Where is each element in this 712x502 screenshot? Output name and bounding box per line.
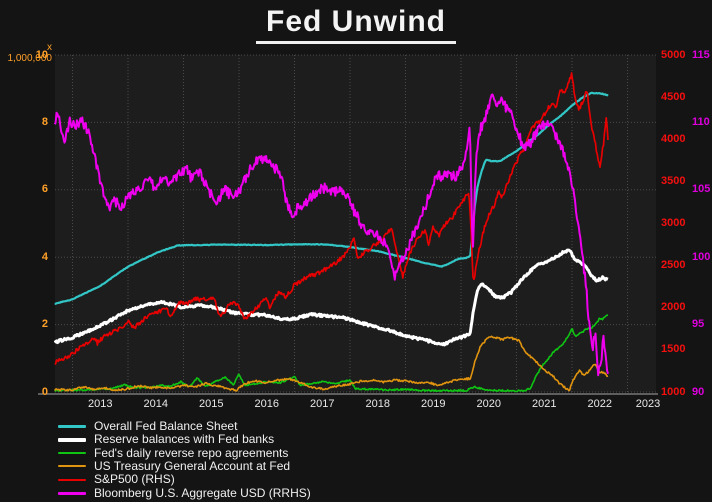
rhs-axis-tick: 3500: [661, 174, 686, 187]
legend-swatch-sp500: [58, 478, 86, 481]
rhs-axis-tick: 5000: [661, 48, 686, 61]
series-tga: [54, 335, 609, 392]
legend-item-fed-balance-sheet[interactable]: Overall Fed Balance Sheet: [58, 420, 237, 433]
legend-swatch-fed-balance-sheet: [58, 425, 86, 428]
series-sp500: [54, 72, 609, 365]
left-axis-tick: 2: [41, 318, 48, 331]
series-us-agg: [54, 93, 609, 377]
chart-title-text: Fed Unwind: [256, 5, 456, 44]
legend-item-sp500[interactable]: S&P500 (RHS): [58, 473, 175, 486]
left-axis-tick: 10: [35, 48, 48, 61]
rhs-axis-tick: 3000: [661, 217, 686, 229]
x-axis-tick: 2018: [365, 398, 390, 410]
x-axis-tick: 2019: [421, 398, 446, 410]
x-axis-tick: 2014: [143, 398, 168, 410]
legend-label-reserve-balances: Reserve balances with Fed banks: [94, 432, 275, 447]
legend-item-tga[interactable]: US Treasury General Account at Fed: [58, 458, 291, 473]
x-axis-tick: 2022: [587, 398, 612, 410]
rhs-axis-tick: 4000: [661, 132, 686, 145]
rhs-axis-tick: 1000: [661, 385, 686, 398]
legend-swatch-reverse-repo: [58, 452, 86, 455]
gridlines: [55, 54, 656, 393]
legend-swatch-reserve-balances: [58, 437, 86, 442]
rhs-axis-tick: 2000: [661, 301, 686, 314]
plot-background: [55, 55, 656, 392]
left-axis-tick: 0: [41, 385, 48, 398]
rrhs-axis-tick: 90: [692, 385, 705, 398]
legend-swatch-tga: [58, 465, 86, 468]
x-axis-tick: 2020: [476, 398, 501, 410]
x-axis-tick: 2021: [532, 398, 557, 410]
legend-label-us-agg: Bloomberg U.S. Aggregate USD (RRHS): [94, 485, 311, 500]
left-axis-tick: 6: [41, 183, 48, 196]
legend-label-sp500: S&P500 (RHS): [94, 472, 175, 487]
rhs-axis-tick: 4500: [661, 90, 686, 103]
legend-label-reverse-repo: Fed's daily reverse repo agreements: [94, 445, 289, 460]
series-lines: [54, 72, 609, 393]
legend-swatch-us-agg: [58, 491, 86, 495]
x-axis-tick: 2023: [635, 398, 661, 410]
rrhs-axis-tick: 95: [692, 318, 705, 331]
rrhs-axis-tick: 100: [692, 250, 711, 263]
legend-item-reverse-repo[interactable]: Fed's daily reverse repo agreements: [58, 445, 289, 460]
rhs-axis-tick: 1500: [661, 343, 686, 356]
x-axis-tick: 2015: [199, 398, 224, 410]
series-reserve-balances: [54, 248, 609, 347]
rrhs-axis-tick: 110: [692, 115, 710, 128]
legend-item-reserve-balances[interactable]: Reserve balances with Fed banks: [58, 433, 274, 446]
left-axis-tick: 4: [41, 250, 48, 263]
x-axis-tick: 2017: [310, 398, 335, 410]
series-fed-balance-sheet: [54, 91, 609, 305]
legend-item-us-agg[interactable]: Bloomberg U.S. Aggregate USD (RRHS): [58, 485, 311, 500]
rhs-axis-tick: 2500: [661, 259, 686, 272]
chart-title: Fed Unwind: [0, 5, 712, 44]
left-axis-scale-note: x 1,000,000: [7, 42, 53, 64]
rrhs-axis-tick: 115: [692, 48, 710, 61]
rrhs-axis-tick: 105: [692, 183, 711, 196]
x-axis-tick: 2013: [88, 398, 113, 410]
legend-label-fed-balance-sheet: Overall Fed Balance Sheet: [94, 419, 238, 433]
x-axis-tick: 2016: [254, 398, 279, 410]
legend-label-tga: US Treasury General Account at Fed: [94, 458, 291, 473]
left-axis-tick: 8: [41, 115, 48, 128]
